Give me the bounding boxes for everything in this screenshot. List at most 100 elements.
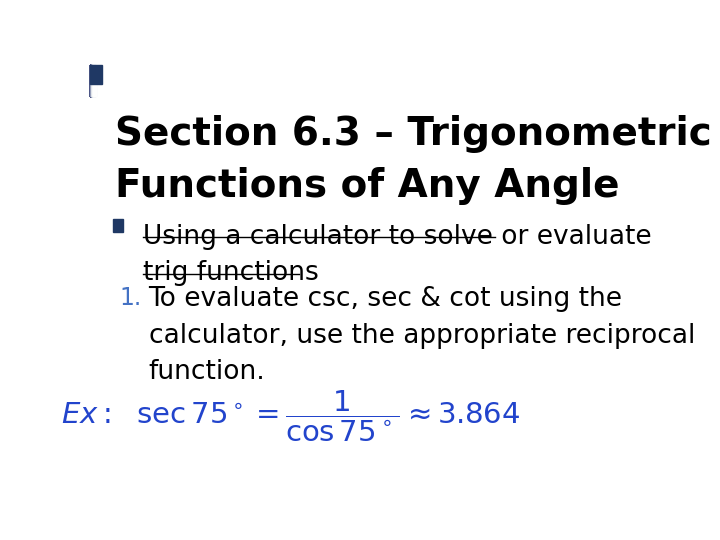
Bar: [91, 65, 94, 96]
Bar: [91, 65, 94, 96]
Bar: [90, 65, 93, 96]
Bar: [91, 65, 94, 96]
Text: Section 6.3 – Trigonometric: Section 6.3 – Trigonometric: [115, 114, 712, 153]
Bar: [91, 65, 94, 96]
Bar: [91, 65, 94, 96]
Bar: [93, 65, 96, 96]
Bar: [91, 65, 94, 96]
Bar: [91, 65, 94, 96]
Bar: [92, 65, 95, 96]
Bar: [93, 65, 95, 96]
Bar: [91, 65, 93, 96]
Bar: [92, 65, 95, 96]
Bar: [90, 65, 93, 96]
Bar: [91, 65, 93, 96]
Bar: [91, 65, 94, 96]
Bar: [93, 65, 96, 96]
Bar: [91, 65, 94, 96]
Bar: [92, 65, 95, 96]
Bar: [92, 65, 95, 96]
Bar: [92, 65, 95, 96]
Bar: [90, 65, 93, 96]
Bar: [91, 65, 94, 96]
Bar: [91, 65, 94, 96]
Bar: [90, 65, 93, 96]
Bar: [91, 65, 94, 96]
Bar: [91, 65, 94, 96]
Bar: [93, 65, 96, 96]
Bar: [90, 65, 93, 96]
Bar: [92, 65, 95, 96]
Bar: [91, 65, 94, 96]
Bar: [90, 65, 93, 96]
Bar: [91, 65, 94, 96]
Bar: [93, 65, 96, 96]
Bar: [93, 65, 95, 96]
Bar: [91, 65, 94, 96]
Text: trig functions: trig functions: [143, 260, 319, 286]
Bar: [91, 65, 94, 96]
Bar: [92, 65, 95, 96]
Bar: [92, 65, 95, 96]
Bar: [91, 65, 94, 96]
Bar: [91, 65, 94, 96]
Bar: [93, 65, 96, 96]
Bar: [93, 65, 95, 96]
Bar: [91, 65, 94, 96]
Bar: [92, 65, 95, 96]
Bar: [91, 65, 94, 96]
Bar: [92, 65, 95, 96]
Bar: [91, 65, 94, 96]
Bar: [92, 65, 95, 96]
Text: calculator, use the appropriate reciprocal: calculator, use the appropriate reciproc…: [148, 322, 695, 349]
Bar: [92, 65, 95, 96]
Bar: [91, 65, 94, 96]
Bar: [91, 65, 94, 96]
Bar: [91, 65, 94, 96]
Bar: [91, 65, 94, 96]
Bar: [93, 65, 96, 96]
Bar: [91, 65, 94, 96]
Bar: [90, 65, 93, 96]
Bar: [92, 65, 95, 96]
Bar: [91, 65, 94, 96]
Bar: [91, 65, 94, 96]
Bar: [92, 65, 95, 96]
Bar: [91, 65, 94, 96]
Bar: [91, 65, 94, 96]
Bar: [91, 65, 94, 96]
Bar: [91, 65, 94, 96]
Bar: [91, 65, 94, 96]
Bar: [91, 65, 94, 96]
Bar: [92, 65, 95, 96]
Bar: [92, 65, 95, 96]
Bar: [90, 65, 93, 96]
Bar: [91, 65, 94, 96]
Bar: [93, 65, 95, 96]
Bar: [90, 65, 102, 84]
Text: To evaluate csc, sec & cot using the: To evaluate csc, sec & cot using the: [148, 286, 623, 312]
Bar: [91, 65, 93, 96]
Bar: [92, 65, 95, 96]
Bar: [92, 65, 95, 96]
Bar: [91, 65, 94, 96]
Bar: [91, 65, 94, 96]
Bar: [92, 65, 95, 96]
Bar: [91, 65, 94, 96]
Bar: [92, 65, 95, 96]
Bar: [92, 65, 95, 96]
Bar: [90, 65, 93, 96]
Bar: [91, 65, 94, 96]
Bar: [91, 65, 94, 96]
Bar: [90, 65, 93, 96]
Bar: [92, 65, 95, 96]
Bar: [91, 65, 94, 96]
Bar: [92, 65, 95, 96]
Bar: [92, 65, 95, 96]
Bar: [91, 65, 94, 96]
Bar: [91, 65, 94, 96]
Bar: [92, 65, 95, 96]
Bar: [91, 65, 94, 96]
Bar: [92, 65, 95, 96]
Bar: [90, 65, 93, 96]
